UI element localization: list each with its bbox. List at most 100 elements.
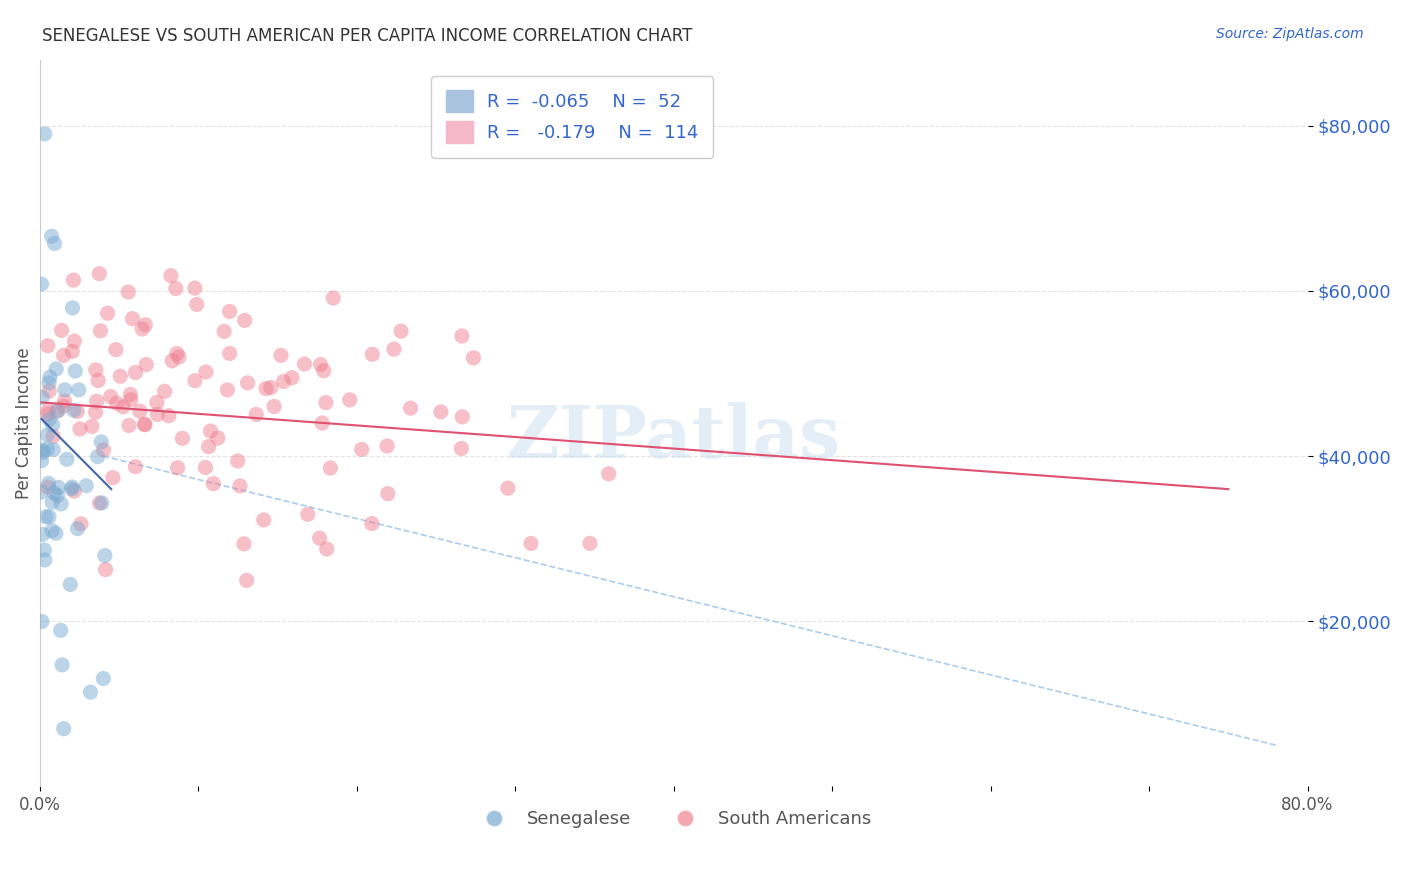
Point [38, 384, 60, 398]
Point [34, 553, 56, 567]
Point [32, 445, 55, 459]
Point [124, 366, 146, 380]
Point [60, 344, 83, 359]
Point [31, 277, 53, 291]
Point [184, 374, 207, 388]
Point [53, 383, 76, 397]
Point [297, 508, 319, 522]
Point [63, 483, 86, 498]
Point [38, 509, 60, 524]
Point [51, 497, 73, 511]
Point [37, 407, 59, 421]
Point [37, 338, 59, 352]
Point [463, 351, 485, 365]
Point [49, 624, 72, 638]
Point [186, 297, 208, 311]
Point [496, 481, 519, 495]
Point [120, 392, 142, 407]
Point [52, 722, 75, 736]
Point [38, 476, 60, 491]
Point [430, 405, 453, 419]
Point [110, 369, 132, 384]
Point [52, 399, 75, 413]
Point [31, 453, 53, 467]
Point [100, 390, 122, 404]
Point [84, 363, 107, 377]
Point [232, 537, 254, 551]
Point [118, 418, 141, 433]
Point [315, 395, 337, 409]
Point [308, 531, 330, 545]
Point [212, 325, 235, 339]
Point [105, 396, 128, 410]
Point [207, 431, 229, 445]
Point [135, 358, 157, 372]
Point [120, 387, 142, 401]
Point [128, 404, 150, 418]
Text: Source: ZipAtlas.com: Source: ZipAtlas.com [1216, 27, 1364, 41]
Point [146, 408, 169, 422]
Point [218, 304, 240, 318]
Point [253, 513, 276, 527]
Point [389, 324, 412, 338]
Point [94, 563, 117, 577]
Point [153, 384, 176, 399]
Point [63, 334, 86, 348]
Point [312, 364, 335, 378]
Point [66, 522, 89, 536]
Point [134, 417, 156, 432]
Point [322, 291, 344, 305]
Point [451, 409, 474, 424]
Point [101, 470, 124, 484]
Point [38, 412, 60, 426]
Point [31, 485, 53, 500]
Point [166, 346, 188, 360]
Point [38, 370, 60, 384]
Point [41, 495, 63, 509]
Point [166, 460, 188, 475]
Point [294, 357, 316, 371]
Point [37, 480, 59, 494]
Point [245, 408, 267, 422]
Text: ZIPatlas: ZIPatlas [506, 402, 841, 473]
Point [233, 313, 256, 327]
Point [31, 527, 53, 541]
Point [315, 541, 337, 556]
Point [41, 524, 63, 538]
Point [236, 376, 259, 390]
Point [360, 516, 382, 531]
Point [37, 404, 59, 418]
Text: SENEGALESE VS SOUTH AMERICAN PER CAPITA INCOME CORRELATION CHART: SENEGALESE VS SOUTH AMERICAN PER CAPITA … [42, 27, 693, 45]
Point [31, 442, 53, 457]
Point [41, 229, 63, 244]
Point [270, 348, 292, 362]
Point [89, 267, 111, 281]
Point [520, 536, 543, 550]
Point [41, 417, 63, 432]
Point [218, 346, 240, 360]
Point [377, 486, 399, 500]
Point [42, 429, 65, 443]
Point [86, 450, 108, 464]
Point [194, 460, 217, 475]
Point [350, 442, 373, 457]
Point [254, 382, 277, 396]
Point [91, 672, 114, 686]
Point [62, 301, 84, 315]
Point [339, 392, 361, 407]
Point [194, 365, 217, 379]
Point [598, 467, 620, 481]
Point [450, 329, 472, 343]
Point [60, 480, 83, 494]
Point [60, 482, 83, 496]
Point [235, 574, 257, 588]
Point [165, 281, 187, 295]
Point [46, 403, 69, 417]
Point [579, 536, 602, 550]
Point [70, 516, 93, 531]
Point [90, 434, 112, 449]
Point [87, 374, 110, 388]
Point [146, 395, 169, 409]
Point [157, 409, 180, 423]
Point [263, 400, 285, 414]
